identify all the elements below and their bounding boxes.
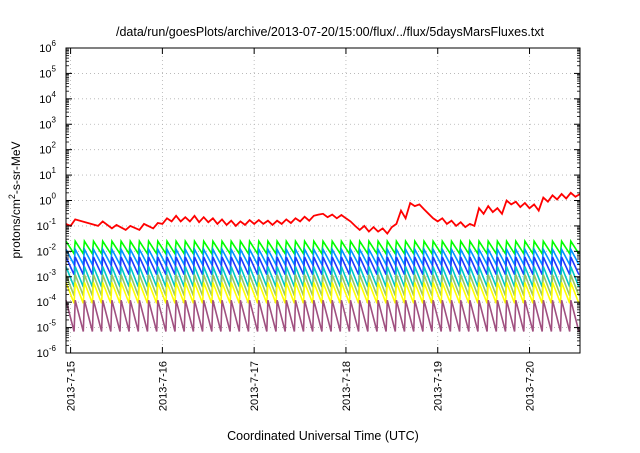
y-axis-label-sup: 2: [7, 194, 17, 199]
y-axis-label: protons/cm2-s-sr-MeV: [7, 141, 23, 258]
y-axis-label-prefix: protons/cm: [9, 199, 23, 258]
y-tick-label-base: 10: [37, 348, 49, 360]
y-tick-label: 10-3: [37, 268, 57, 284]
y-tick-label-base: 10: [39, 43, 51, 55]
y-tick-label-base: 10: [39, 196, 51, 208]
y-tick-label-exp: -5: [49, 319, 57, 328]
y-tick-label: 10-2: [37, 242, 57, 258]
series-line: [65, 299, 580, 332]
y-tick-label: 100: [39, 192, 56, 208]
x-tick-label: 2013-7-20: [525, 361, 537, 411]
y-tick-label: 10-4: [37, 293, 57, 309]
y-tick-label-exp: 0: [52, 192, 57, 201]
y-tick-label-exp: 1: [52, 166, 57, 175]
y-tick-label-base: 10: [37, 323, 49, 335]
y-tick-label-exp: -6: [49, 344, 57, 353]
y-tick-label: 104: [39, 90, 56, 106]
y-tick-label-exp: 6: [52, 39, 57, 48]
y-tick-label-base: 10: [39, 94, 51, 106]
y-tick-label-exp: 2: [52, 141, 57, 150]
x-tick-label: 2013-7-19: [433, 361, 445, 411]
series-line-top: [65, 191, 581, 236]
chart-title: /data/run/goesPlots/archive/2013-07-20/1…: [116, 25, 545, 39]
y-tick-label: 105: [39, 64, 56, 80]
y-tick-label: 10-5: [37, 319, 57, 335]
y-tick-label-exp: -3: [49, 268, 57, 277]
y-tick-label: 10-1: [37, 217, 57, 233]
y-axis-label-suffix: -s-sr-MeV: [9, 141, 23, 194]
y-tick-label-exp: 3: [52, 115, 57, 124]
y-tick-label-base: 10: [39, 68, 51, 80]
y-tick-label-exp: -4: [49, 293, 57, 302]
y-tick-label-base: 10: [39, 145, 51, 157]
x-axis-ticks: 2013-7-15 2013-7-16 2013-7-17 2013-7-18 2013…: [66, 48, 537, 411]
y-tick-label-exp: 4: [52, 90, 57, 99]
y-tick-label-base: 10: [39, 119, 51, 131]
y-tick-label-base: 10: [37, 246, 49, 258]
y-tick-label-exp: 5: [52, 64, 57, 73]
y-tick-label: 103: [39, 115, 56, 131]
y-tick-label-base: 10: [37, 272, 49, 284]
y-tick-label: 106: [39, 39, 56, 55]
series-group: [65, 191, 581, 332]
y-tick-label-base: 10: [39, 170, 51, 182]
y-tick-label-base: 10: [37, 297, 49, 309]
series-line: [65, 282, 580, 304]
y-tick-label: 101: [39, 166, 56, 182]
y-tick-label-exp: -2: [49, 242, 57, 251]
x-tick-label: 2013-7-17: [249, 361, 261, 411]
y-tick-label: 102: [39, 141, 56, 157]
series-line: [65, 256, 580, 276]
x-tick-label: 2013-7-16: [157, 361, 169, 411]
y-tick-label-base: 10: [37, 221, 49, 233]
x-tick-label: 2013-7-18: [341, 361, 353, 411]
x-axis-label: Coordinated Universal Time (UTC): [227, 429, 419, 443]
y-axis-ticks: 10-610-510-410-310-210-11001011021031041…: [37, 39, 580, 360]
y-tick-label-exp: -1: [49, 217, 57, 226]
y-tick-label: 10-6: [37, 344, 57, 360]
x-tick-label: 2013-7-15: [66, 361, 78, 411]
